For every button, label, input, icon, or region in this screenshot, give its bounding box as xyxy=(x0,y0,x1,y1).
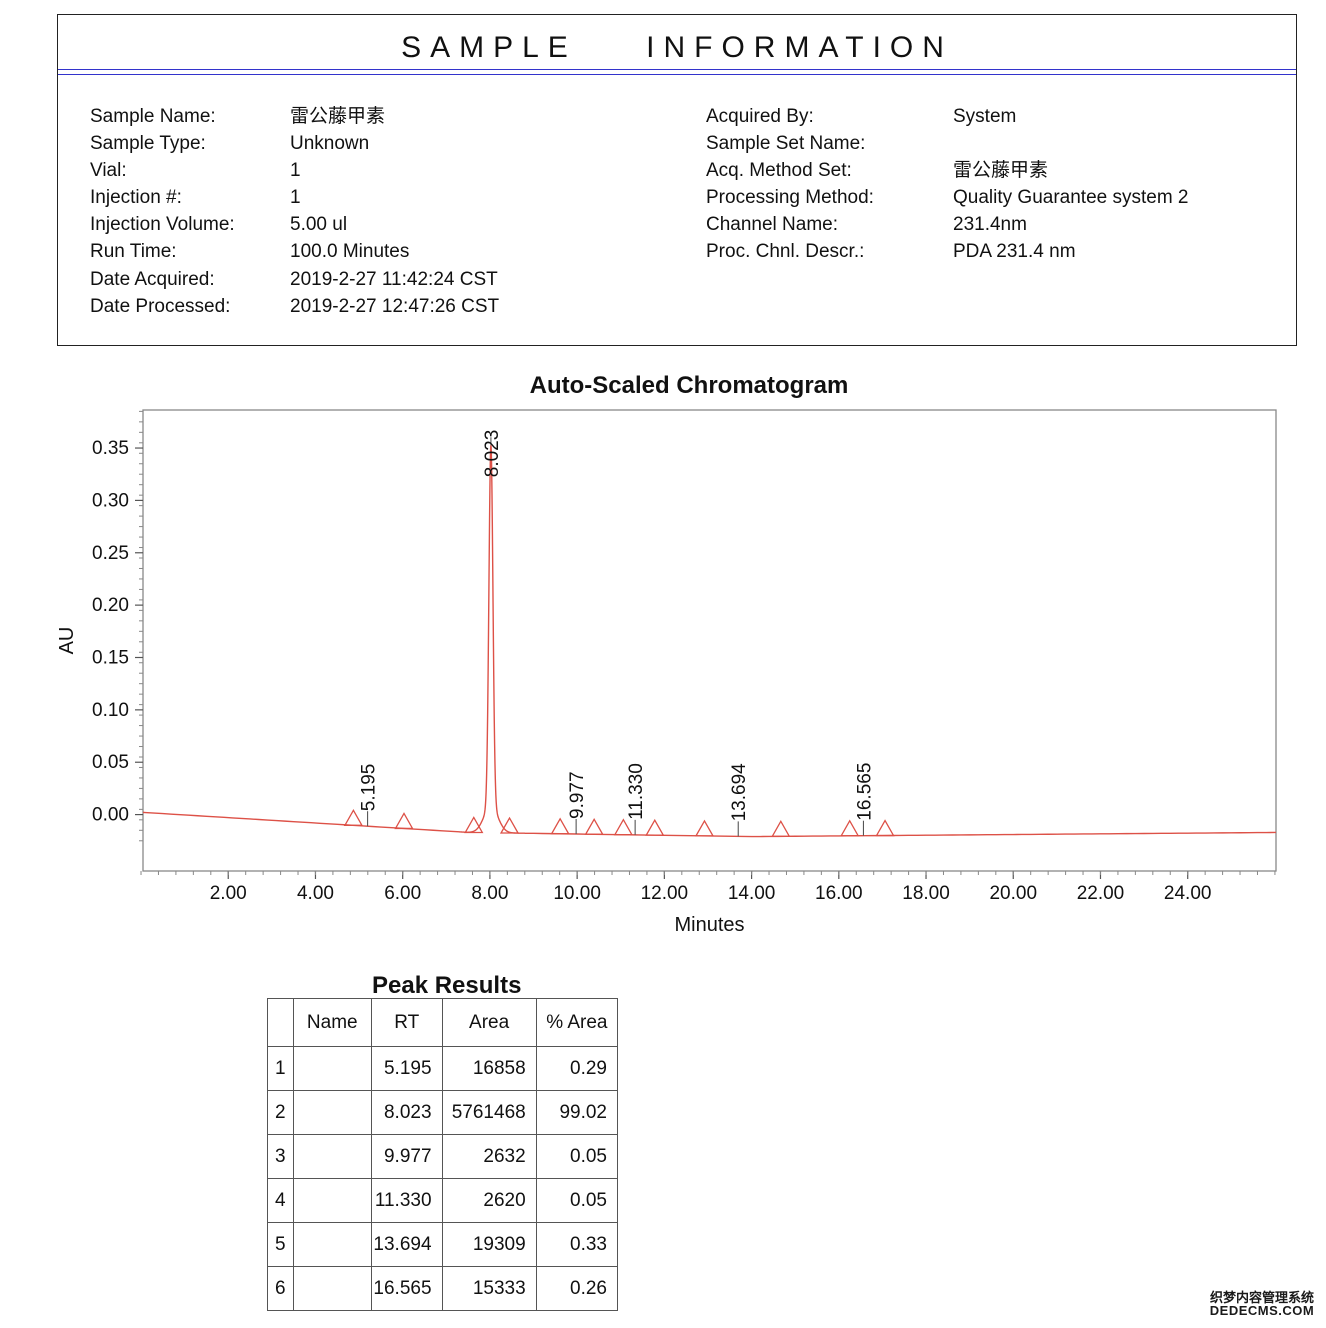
svg-text:9.977: 9.977 xyxy=(567,771,588,819)
svg-text:5.195: 5.195 xyxy=(359,764,380,812)
svg-text:0.25: 0.25 xyxy=(92,543,129,564)
svg-text:10.00: 10.00 xyxy=(553,883,601,904)
svg-text:11.330: 11.330 xyxy=(626,763,647,820)
svg-text:0.00: 0.00 xyxy=(92,805,129,826)
svg-text:0.30: 0.30 xyxy=(92,490,129,511)
svg-text:16.565: 16.565 xyxy=(854,763,875,821)
svg-text:0.15: 0.15 xyxy=(92,648,129,669)
svg-text:AU: AU xyxy=(56,627,78,655)
svg-text:6.00: 6.00 xyxy=(384,883,421,904)
svg-text:13.694: 13.694 xyxy=(729,763,750,822)
svg-text:0.35: 0.35 xyxy=(92,438,129,459)
svg-text:Minutes: Minutes xyxy=(674,914,744,936)
svg-text:8.00: 8.00 xyxy=(471,883,508,904)
svg-text:8.023: 8.023 xyxy=(482,430,503,478)
svg-text:24.00: 24.00 xyxy=(1164,883,1212,904)
svg-text:16.00: 16.00 xyxy=(815,883,863,904)
svg-text:2.00: 2.00 xyxy=(210,883,247,904)
svg-text:0.10: 0.10 xyxy=(92,700,129,721)
svg-text:0.05: 0.05 xyxy=(92,752,129,773)
svg-text:0.20: 0.20 xyxy=(92,595,129,616)
svg-text:14.00: 14.00 xyxy=(728,883,776,904)
svg-text:18.00: 18.00 xyxy=(902,883,950,904)
svg-text:20.00: 20.00 xyxy=(989,883,1037,904)
svg-text:12.00: 12.00 xyxy=(641,883,689,904)
svg-text:22.00: 22.00 xyxy=(1077,883,1125,904)
svg-text:4.00: 4.00 xyxy=(297,883,334,904)
